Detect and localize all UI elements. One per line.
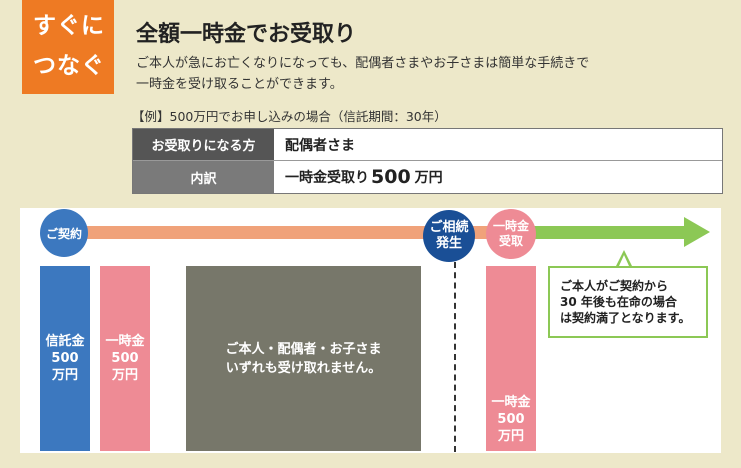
table-value-breakdown: 一時金受取り 500 万円 bbox=[285, 161, 443, 193]
column-lump-sum-payout: 一時金 500 万円 bbox=[486, 266, 536, 451]
badge-line-2: つなぐ bbox=[33, 53, 105, 79]
marker-inheritance-line-1: ご相続 bbox=[429, 220, 469, 235]
timeline-bar-after bbox=[512, 226, 684, 239]
marker-lump-sum: 一時金 受取 bbox=[486, 209, 536, 259]
timeline-bar-before bbox=[66, 226, 442, 239]
section-badge: すぐに つなぐ bbox=[22, 0, 114, 94]
callout-line-3: は契約満了となります。 bbox=[560, 311, 691, 325]
trust-line-1: 信託金 bbox=[45, 334, 85, 349]
timeline-arrow-icon bbox=[684, 217, 710, 247]
callout-line-1: ご本人がご契約から bbox=[560, 279, 669, 293]
table-header-breakdown: 内訳 bbox=[133, 161, 274, 193]
gray-line-2: いずれも受け取れません。 bbox=[225, 360, 382, 376]
lump1-line-1: 一時金 bbox=[105, 334, 145, 349]
inheritance-divider bbox=[454, 262, 456, 452]
marker-lump-sum-line-1: 一時金 bbox=[492, 219, 529, 233]
gray-line-1: ご本人・配偶者・お子さま bbox=[225, 341, 382, 357]
summary-table: お受取りになる方 配偶者さま 内訳 一時金受取り 500 万円 bbox=[132, 128, 723, 194]
table-value-recipient: 配偶者さま bbox=[285, 137, 355, 154]
example-label: 【例】500万円でお申し込みの場合（信託期間：30年） bbox=[132, 109, 447, 124]
breakdown-prefix: 一時金受取り bbox=[285, 170, 369, 186]
table-header-recipient: お受取りになる方 bbox=[133, 129, 274, 160]
lump2-line-3: 万円 bbox=[497, 429, 524, 444]
callout-pointer-fill bbox=[619, 255, 629, 266]
column-lump-sum-initial: 一時金 500 万円 bbox=[100, 266, 150, 451]
description-line-1: ご本人が急にお亡くなりになっても、配偶者さまやお子さまは簡単な手続きで bbox=[136, 56, 590, 71]
breakdown-unit: 万円 bbox=[414, 170, 443, 186]
lump1-line-3: 万円 bbox=[111, 368, 138, 383]
column-trust-amount: 信託金 500 万円 bbox=[40, 266, 90, 451]
table-row-breakdown: 内訳 一時金受取り 500 万円 bbox=[133, 161, 722, 193]
badge-line-1: すぐに bbox=[33, 13, 105, 39]
callout-line-2: 30 年後も在命の場合 bbox=[560, 295, 677, 309]
marker-inheritance-line-2: 発生 bbox=[435, 236, 462, 251]
marker-lump-sum-line-2: 受取 bbox=[498, 234, 523, 248]
lump2-line-1: 一時金 bbox=[491, 395, 531, 410]
description-line-2: 一時金を受け取ることができます。 bbox=[136, 77, 343, 92]
section-description: ご本人が急にお亡くなりになっても、配偶者さまやお子さまは簡単な手続きで 一時金を… bbox=[136, 53, 696, 95]
lump1-line-2: 500 bbox=[111, 351, 139, 366]
marker-inheritance: ご相続 発生 bbox=[423, 210, 475, 262]
marker-contract: ご契約 bbox=[40, 209, 88, 257]
table-row-recipient: お受取りになる方 配偶者さま bbox=[133, 129, 722, 161]
column-not-receivable: ご本人・配偶者・お子さま いずれも受け取れません。 bbox=[186, 266, 421, 451]
breakdown-amount: 500 bbox=[371, 166, 411, 188]
lump2-line-2: 500 bbox=[497, 412, 525, 427]
maturity-callout: ご本人がご契約から 30 年後も在命の場合 は契約満了となります。 bbox=[548, 266, 708, 338]
section-title: 全額一時金でお受取り bbox=[136, 22, 357, 47]
trust-line-3: 万円 bbox=[51, 368, 78, 383]
trust-line-2: 500 bbox=[51, 351, 79, 366]
